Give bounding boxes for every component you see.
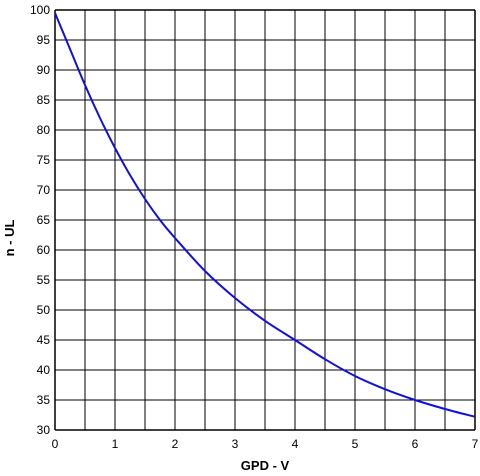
y-tick-label: 80 [37,123,51,137]
x-tick-label: 7 [472,437,479,451]
chart-grid [54,9,476,431]
y-tick-label: 45 [37,333,51,347]
y-tick-label: 55 [37,273,51,287]
series-line [54,12,476,418]
y-tick-label: 65 [37,213,51,227]
x-tick-label: 2 [172,437,179,451]
y-tick-label: 30 [37,423,51,437]
x-tick-labels: 0 1 2 3 4 5 6 7 [52,437,479,451]
y-tick-labels: 30 35 40 45 50 55 60 65 70 75 80 85 90 95 100 [30,3,50,437]
x-tick-label: 5 [352,437,359,451]
y-tick-label: 70 [37,183,51,197]
y-axis-title: n - UL [2,220,17,257]
y-tick-label: 95 [37,33,51,47]
y-tick-label: 40 [37,363,51,377]
x-axis-title: GPD - V [241,458,290,473]
x-tick-label: 4 [292,437,299,451]
y-tick-label: 85 [37,93,51,107]
y-tick-label: 35 [37,393,51,407]
x-tick-label: 1 [112,437,119,451]
y-tick-label: 75 [37,153,51,167]
y-tick-label: 50 [37,303,51,317]
x-tick-label: 0 [52,437,59,451]
y-tick-label: 60 [37,243,51,257]
y-tick-label: 100 [30,3,50,17]
y-tick-label: 90 [37,63,51,77]
x-tick-label: 3 [232,437,239,451]
x-tick-label: 6 [412,437,419,451]
